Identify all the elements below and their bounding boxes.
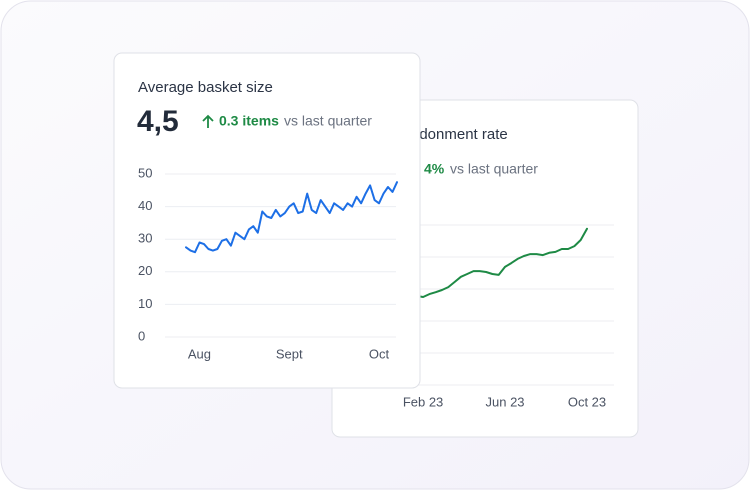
card-title: ndonment rate	[411, 126, 508, 143]
x-tick-label: Sept	[276, 346, 303, 361]
y-tick-label: 20	[138, 263, 152, 278]
change: 4%	[424, 161, 445, 177]
y-tick-label: 10	[138, 296, 152, 311]
data-line	[185, 181, 398, 254]
up-arrow	[202, 114, 214, 128]
y-tick-label: 0	[138, 328, 145, 343]
x-tick-label: Aug	[188, 346, 211, 361]
y-tick-label: 30	[138, 231, 152, 246]
y-tick-label: 50	[138, 165, 152, 180]
change: 0.3 items	[219, 113, 279, 129]
x-tick-label: Oct	[369, 346, 390, 361]
card-bg	[113, 52, 421, 389]
comparison: vs last quarter	[284, 113, 372, 129]
data-line	[409, 227, 588, 299]
x-tick-label: Feb 23	[403, 394, 443, 409]
kpi-value: 4,5	[137, 105, 179, 138]
card-title: Average basket size	[138, 79, 273, 96]
x-tick-label: Oct 23	[568, 394, 606, 409]
card: Average basket size 4,5 0.3 items vs las…	[113, 52, 421, 389]
y-tick-label: 40	[138, 198, 152, 213]
x-tick-label: Jun 23	[486, 394, 525, 409]
comparison: vs last quarter	[450, 161, 538, 177]
